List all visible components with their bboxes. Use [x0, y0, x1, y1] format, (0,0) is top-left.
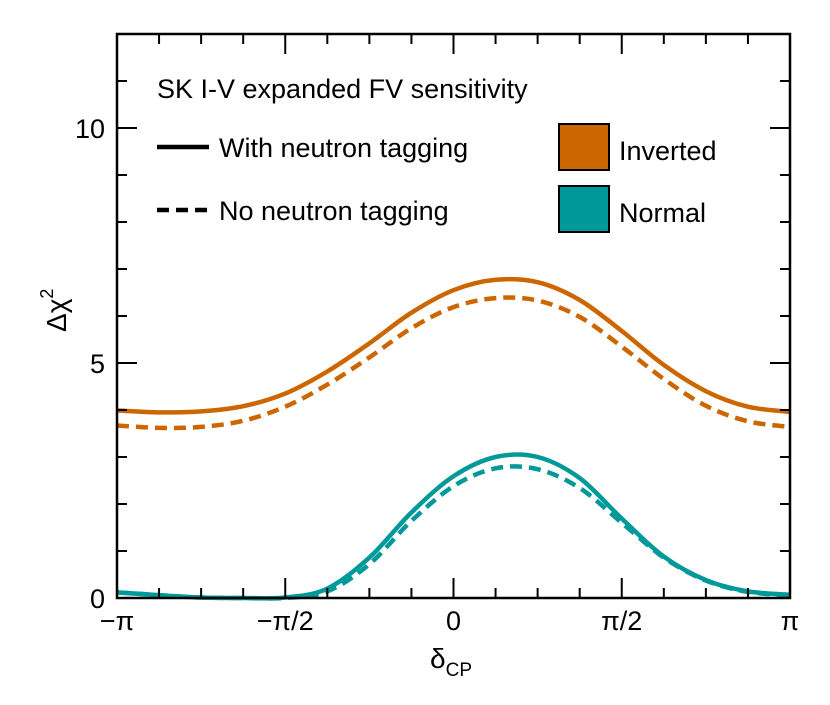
y-tick-label: 5 — [90, 349, 105, 379]
x-tick-label: −π/2 — [257, 606, 314, 636]
curves-layer — [116, 276, 791, 601]
axis-ticks — [116, 33, 791, 599]
series-line-inverted-dashed — [116, 295, 791, 431]
x-axis-label: δCP — [430, 643, 472, 681]
legend-inverted-swatch — [558, 123, 610, 171]
y-axis-label: Δχ2 — [37, 289, 72, 332]
legend-normal-label: Normal — [619, 198, 706, 228]
x-tick-label: π — [781, 606, 800, 636]
x-tick-label: 0 — [446, 606, 461, 636]
series-line-inverted-solid — [116, 276, 791, 415]
tick-labels: −π −π/2 0 π/2 π 0 5 10 — [75, 114, 799, 636]
series-line-normal-solid — [116, 452, 791, 601]
y-axis-label-main: Δχ — [41, 298, 72, 332]
plot-frame — [115, 32, 792, 600]
x-tick-label: π/2 — [601, 606, 642, 636]
y-tick-label: 10 — [75, 114, 105, 144]
legend-with-neutron-tagging: With neutron tagging — [219, 133, 468, 163]
legend-normal-swatch — [558, 185, 610, 233]
y-tick-label: 0 — [90, 584, 105, 614]
legend-no-neutron-tagging: No neutron tagging — [219, 196, 449, 226]
x-axis-label-main: δ — [430, 643, 446, 674]
x-tick-label: −π — [100, 606, 134, 636]
legend-inverted-label: Inverted — [619, 136, 717, 166]
y-axis-label-superscript: 2 — [37, 289, 57, 299]
x-axis-label-subscript: CP — [446, 660, 472, 681]
chart-title: SK I-V expanded FV sensitivity — [157, 74, 528, 104]
